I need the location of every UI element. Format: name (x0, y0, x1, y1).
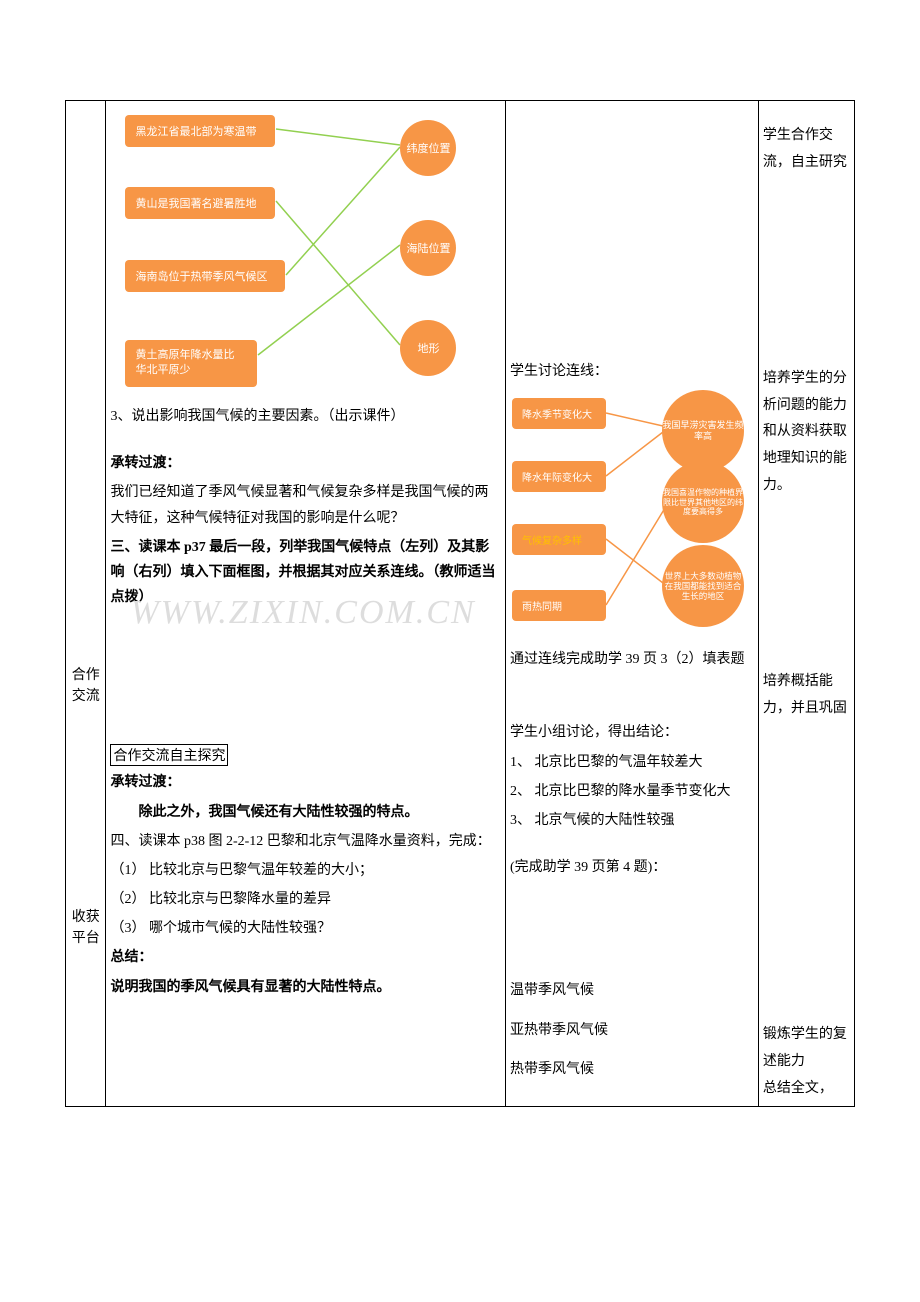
c2: 2、 北京比巴黎的降水量季节变化大 (510, 779, 754, 804)
d1-box-1: 黑龙江省最北部为寒温带 (125, 115, 275, 147)
q1: （1） 比较北京与巴黎气温年较差的大小； (110, 858, 501, 883)
q2: （2） 比较北京与巴黎降水量的差异 (110, 887, 501, 912)
d1-box-2: 黄山是我国著名避暑胜地 (125, 187, 275, 219)
d2-box-1: 降水季节变化大 (512, 398, 606, 429)
d1-box-3: 海南岛位于热带季风气候区 (125, 260, 285, 292)
lesson-plan-table: 合作交流 收获平台 黑龙江省最北部为寒温带 黄山是我国著名避暑胜地 海南岛位于热… (65, 100, 855, 1107)
d2-circle-1: 我国早涝灾害发生频率高 (662, 390, 744, 472)
four-h: 四、读课本 p38 图 2-2-12 巴黎和北京气温降水量资料，完成： (110, 829, 501, 854)
diagram-1: 黑龙江省最北部为寒温带 黄山是我国著名避暑胜地 海南岛位于热带季风气候区 黄土高… (110, 105, 501, 400)
c3: 3、 北京气候的大陆性较强 (510, 808, 754, 833)
col4-e: 总结全文， (763, 1076, 850, 1103)
transition2-body: 除此之外，我国气候还有大陆性较强的特点。 (110, 800, 501, 825)
cl1: 温带季风气候 (510, 978, 754, 1003)
group-discuss: 学生小组讨论，得出结论： (510, 720, 754, 745)
sidebar-label-harvest: 收获平台 (70, 907, 101, 949)
done: (完成助学 39 页第 4 题)： (510, 855, 754, 880)
col4-b: 培养学生的分析问题的能力和从资料获取地理知识的能力。 (763, 366, 850, 499)
fill-text: 通过连线完成助学 39 页 3（2）填表题 (510, 647, 754, 672)
transition-body: 我们已经知道了季风气候显著和气候复杂多样是我国气候的两大特征，这种气候特征对我国… (110, 480, 501, 530)
summary-body: 说明我国的季风气候具有显著的大陆性特点。 (110, 975, 501, 1000)
cl2: 亚热带季风气候 (510, 1018, 754, 1043)
sidebar-label-coop: 合作交流 (70, 665, 101, 707)
d2-box-4: 雨热同期 (512, 590, 606, 621)
d2-circle-2: 我国喜温作物的种植界限比世界其他地区的纬度要高得多 (662, 461, 744, 543)
col4-d: 锻炼学生的复述能力 (763, 1022, 850, 1075)
text-3: 3、说出影响我国气候的主要因素。（出示课件） (110, 404, 501, 429)
q3: （3） 哪个城市气候的大陆性较强？ (110, 916, 501, 941)
summary-h: 总结： (110, 945, 501, 970)
discuss-label: 学生讨论连线： (510, 359, 754, 384)
three-h: 三、读课本 p37 最后一段，列举我国气候特点（左列）及其影响（右列）填入下面框… (110, 535, 501, 611)
d1-box-4: 黄土高原年降水量比 华北平原少 (125, 340, 257, 387)
col4-a: 学生合作交流，自主研究 (763, 123, 850, 176)
col4-c: 培养概括能力，并且巩固 (763, 669, 850, 722)
transition2-h: 承转过渡： (110, 770, 501, 795)
cl3: 热带季风气候 (510, 1057, 754, 1082)
diagram-2: 降水季节变化大 降水年际变化大 气候复杂多样 雨热同期 我国早涝灾害发生频率高 … (510, 388, 754, 643)
d2-circle-3: 世界上大多数动植物在我国都能找到适合生长的地区 (662, 545, 744, 627)
c1: 1、 北京比巴黎的气温年较差大 (510, 750, 754, 775)
coop-box: 合作交流自主探究 (110, 744, 228, 766)
d2-box-3: 气候复杂多样 (512, 524, 606, 555)
transition-h: 承转过渡： (110, 451, 501, 476)
d2-box-2: 降水年际变化大 (512, 461, 606, 492)
